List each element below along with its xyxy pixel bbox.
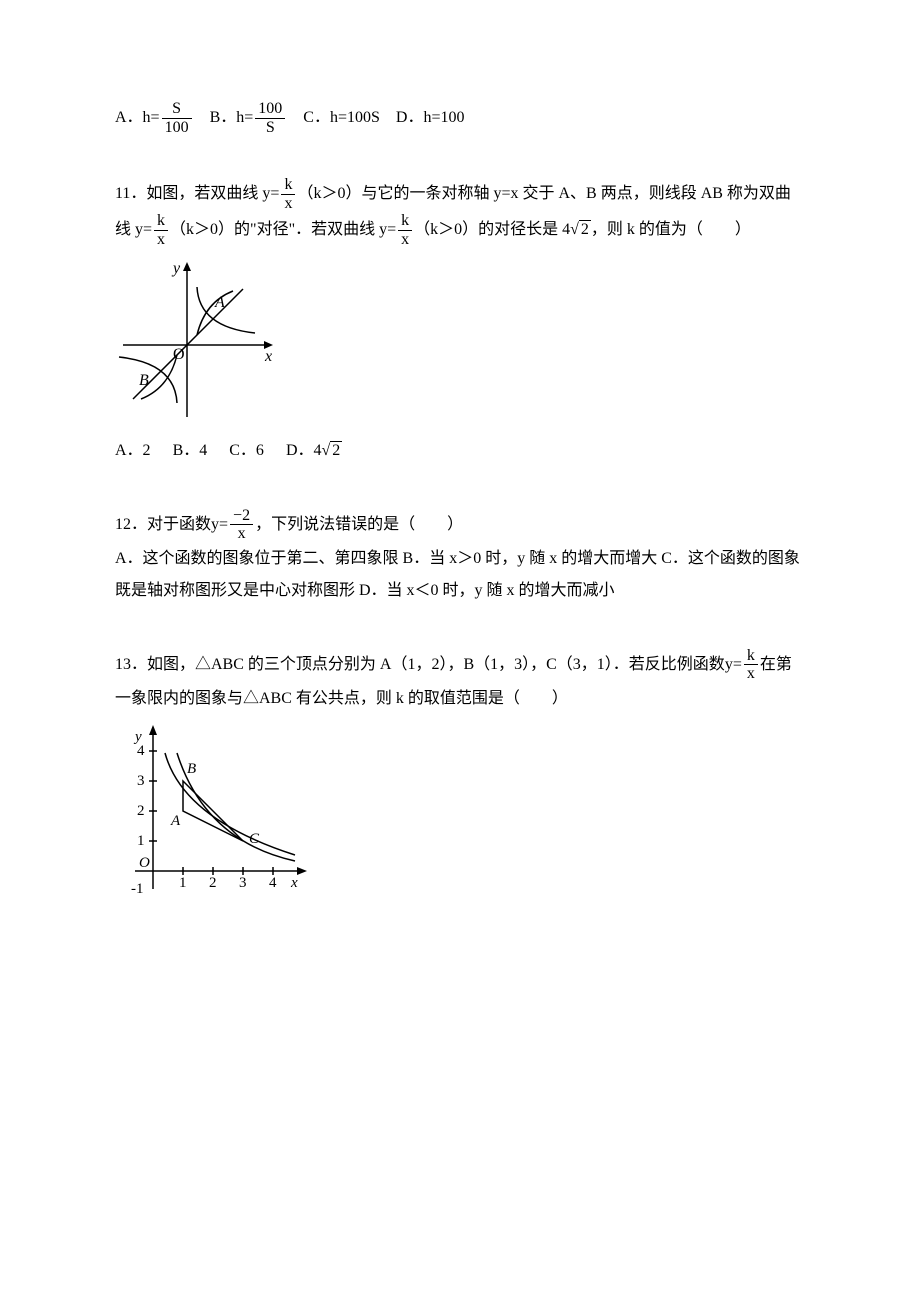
opt-a: A．2 [115, 442, 151, 459]
q12-options: A．这个函数的图象位于第二、第四象限 B．当 x＞0 时，y 随 x 的增大而增… [115, 543, 805, 607]
xtick-4: 4 [269, 875, 277, 891]
opt-c: C．h=100S [303, 109, 380, 126]
origin-label: O [139, 855, 150, 871]
ytick-4: 4 [137, 743, 145, 759]
q13-svg: 4 3 2 1 -1 1 2 3 4 y x O A B C [115, 721, 315, 901]
fraction-icon: −2x [230, 507, 253, 543]
ytick-neg1: -1 [131, 881, 144, 897]
opt-a-pre: A．h= [115, 109, 160, 126]
opt-b: B．h=100S [210, 109, 292, 126]
q11-options: A．2 B．4 C．6 D．4√2 [115, 435, 805, 467]
q13-stem: 13．如图，△ABC 的三个顶点分别为 A（1，2），B（1，3），C（3，1）… [115, 647, 805, 715]
opt-d: D．h=100 [396, 109, 465, 126]
point-c-label: C [249, 831, 260, 847]
xtick-2: 2 [209, 875, 217, 891]
axis-x-label: x [290, 875, 298, 891]
q12-stem: 12．对于函数y=−2x，下列说法错误的是（ ） [115, 507, 805, 543]
q13-figure: 4 3 2 1 -1 1 2 3 4 y x O A B C [115, 721, 805, 901]
q11: 11．如图，若双曲线 y=kx（k＞0）与它的一条对称轴 y=x 交于 A、B … [115, 176, 805, 466]
fraction-icon: S100 [162, 100, 192, 136]
sqrt-icon: √2 [570, 214, 591, 246]
point-a-label: A [214, 294, 225, 311]
origin-label: O [173, 346, 185, 363]
opt-b: B．4 [173, 442, 208, 459]
point-b-label: B [139, 372, 149, 389]
q11-stem: 11．如图，若双曲线 y=kx（k＞0）与它的一条对称轴 y=x 交于 A、B … [115, 176, 805, 248]
opt-b-pre: B．h= [210, 109, 254, 126]
xtick-3: 3 [239, 875, 247, 891]
xtick-1: 1 [179, 875, 187, 891]
axis-x-label: x [264, 348, 272, 365]
q11-svg: y x O A B [115, 257, 280, 427]
axis-y-label: y [133, 729, 142, 745]
axis-y-label: y [171, 260, 181, 277]
q12: 12．对于函数y=−2x，下列说法错误的是（ ） A．这个函数的图象位于第二、第… [115, 507, 805, 607]
opt-c: C．6 [229, 442, 264, 459]
point-a-label: A [170, 813, 181, 829]
opt-a: A．h=S100 [115, 109, 198, 126]
q10-options: A．h=S100 B．h=100S C．h=100S D．h=100 [115, 100, 805, 136]
q13: 13．如图，△ABC 的三个顶点分别为 A（1，2），B（1，3），C（3，1）… [115, 647, 805, 901]
ytick-3: 3 [137, 773, 145, 789]
fraction-icon: kx [154, 212, 168, 248]
opt-d: D．4√2 [286, 442, 342, 459]
q11-figure: y x O A B [115, 257, 805, 427]
ytick-1: 1 [137, 833, 145, 849]
fraction-icon: 100S [255, 100, 285, 136]
ytick-2: 2 [137, 803, 145, 819]
fraction-icon: kx [744, 647, 758, 683]
point-b-label: B [187, 761, 196, 777]
sqrt-icon: √2 [322, 435, 343, 467]
fraction-icon: kx [398, 212, 412, 248]
fraction-icon: kx [281, 176, 295, 212]
